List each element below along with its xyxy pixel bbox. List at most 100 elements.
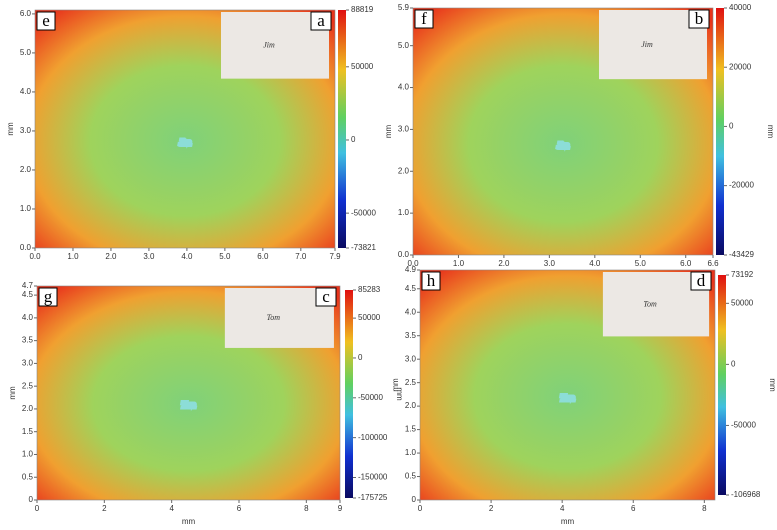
x-tick-label: 4.0 <box>589 259 601 268</box>
inset-text: Tom <box>267 313 281 322</box>
colorbar-tick-label: -100000 <box>358 433 388 442</box>
y-tick-label: 1.5 <box>22 427 34 436</box>
y-tick-label: 2.0 <box>405 401 417 410</box>
colorbar-label: mm <box>768 378 777 392</box>
x-tick-label: 5.0 <box>219 252 231 261</box>
y-tick-label: 4.0 <box>20 87 32 96</box>
x-tick-label: 2.0 <box>105 252 117 261</box>
x-tick-label: 2 <box>489 504 494 513</box>
colorbar-tick-label: 73192 <box>731 270 754 279</box>
y-tick-label: 2.0 <box>22 404 34 413</box>
y-tick-label: 0.5 <box>405 472 417 481</box>
y-tick-label: 0 <box>412 495 417 504</box>
x-tick-label: 6.6 <box>707 259 719 268</box>
y-axis-label: mm <box>8 386 17 400</box>
colorbar-tick-label: -106968 <box>731 490 761 499</box>
colorbar-tick-label: -50000 <box>731 421 756 430</box>
y-axis-label: mm <box>6 122 15 136</box>
panel-tag: g <box>44 287 53 306</box>
y-tick-label: 2.5 <box>22 381 34 390</box>
x-tick-label: 6 <box>237 504 242 513</box>
y-axis-label: mm <box>384 125 393 139</box>
x-tick-label: 2 <box>102 504 107 513</box>
x-axis-label: mm <box>182 517 196 526</box>
x-tick-label: 6.0 <box>680 259 692 268</box>
colorbar-tick-label: -43429 <box>729 250 754 259</box>
colorbar-tick-label: 88819 <box>351 5 374 14</box>
x-tick-label: 0.0 <box>29 252 41 261</box>
y-tick-label: 5.0 <box>20 48 32 57</box>
x-tick-label: 9 <box>338 504 343 513</box>
panel-tag: f <box>421 9 427 28</box>
y-tick-label: 0.0 <box>398 250 410 259</box>
colorbar-tick-label: 0 <box>351 135 356 144</box>
x-tick-label: 4 <box>169 504 174 513</box>
colorbar-tick-label: -175725 <box>358 493 388 502</box>
x-tick-label: 1.0 <box>67 252 79 261</box>
y-tick-label: 1.0 <box>20 204 32 213</box>
handwriting: Tom <box>182 401 196 410</box>
x-tick-label: 3.0 <box>143 252 155 261</box>
y-tick-label: 3.5 <box>22 336 34 345</box>
y-tick-label: 0 <box>29 495 34 504</box>
colorbar-tick-label: 50000 <box>351 62 374 71</box>
colorbar-tick-label: 0 <box>731 359 736 368</box>
x-tick-label: 6 <box>631 504 636 513</box>
y-tick-label: 4.9 <box>405 265 417 274</box>
colorbar <box>338 10 346 248</box>
x-axis-label: mm <box>561 517 575 526</box>
colorbar-tick-label: 50000 <box>358 313 381 322</box>
y-tick-label: 3.0 <box>405 354 417 363</box>
y-tick-label: 5.9 <box>398 3 410 12</box>
colorbar <box>716 8 724 255</box>
colorbar-label: mm <box>766 125 775 139</box>
inset-text: Jim <box>641 40 653 49</box>
corner-tag: d <box>697 271 706 290</box>
panel-tag: h <box>427 271 436 290</box>
y-tick-label: 3.0 <box>20 126 32 135</box>
colorbar-tick-label: 20000 <box>729 62 752 71</box>
y-tick-label: 4.5 <box>22 290 34 299</box>
y-tick-label: 4.5 <box>405 284 417 293</box>
colorbar-tick-label: -50000 <box>358 393 383 402</box>
y-tick-label: 4.0 <box>22 313 34 322</box>
handwriting: Tom <box>561 394 575 403</box>
y-tick-label: 3.0 <box>22 359 34 368</box>
y-tick-label: 6.0 <box>20 9 32 18</box>
x-tick-label: 2.0 <box>498 259 510 268</box>
colorbar-tick-label: 0 <box>358 353 363 362</box>
x-tick-label: 6.0 <box>257 252 269 261</box>
colorbar-tick-label: 50000 <box>731 298 754 307</box>
panel: JimJimea0.01.02.03.04.05.06.07.07.90.01.… <box>6 5 376 261</box>
colorbar-tick-label: -20000 <box>729 181 754 190</box>
x-tick-label: 7.9 <box>329 252 341 261</box>
x-tick-label: 3.0 <box>544 259 556 268</box>
y-tick-label: 1.0 <box>405 448 417 457</box>
handwriting: Jim <box>179 138 191 147</box>
x-tick-label: 7.0 <box>295 252 307 261</box>
colorbar-tick-label: -150000 <box>358 473 388 482</box>
x-tick-label: 4.0 <box>181 252 193 261</box>
colorbar-tick-label: -50000 <box>351 208 376 217</box>
inset-text: Tom <box>643 299 657 308</box>
colorbar <box>718 275 726 495</box>
x-tick-label: 1.0 <box>453 259 465 268</box>
y-tick-label: 1.0 <box>398 208 410 217</box>
y-tick-label: 1.0 <box>22 450 34 459</box>
x-tick-label: 8 <box>702 504 707 513</box>
y-tick-label: 3.0 <box>398 125 410 134</box>
corner-tag: a <box>317 11 325 30</box>
handwriting: Jim <box>557 141 569 150</box>
colorbar <box>345 290 353 498</box>
figure: JimJimea0.01.02.03.04.05.06.07.07.90.01.… <box>0 0 777 530</box>
y-tick-label: 0.0 <box>20 243 32 252</box>
x-tick-label: 0 <box>35 504 40 513</box>
y-tick-label: 2.0 <box>398 166 410 175</box>
inset-text: Jim <box>263 41 275 50</box>
y-tick-label: 1.5 <box>405 425 417 434</box>
y-tick-label: 4.7 <box>22 281 34 290</box>
corner-tag: c <box>322 287 330 306</box>
